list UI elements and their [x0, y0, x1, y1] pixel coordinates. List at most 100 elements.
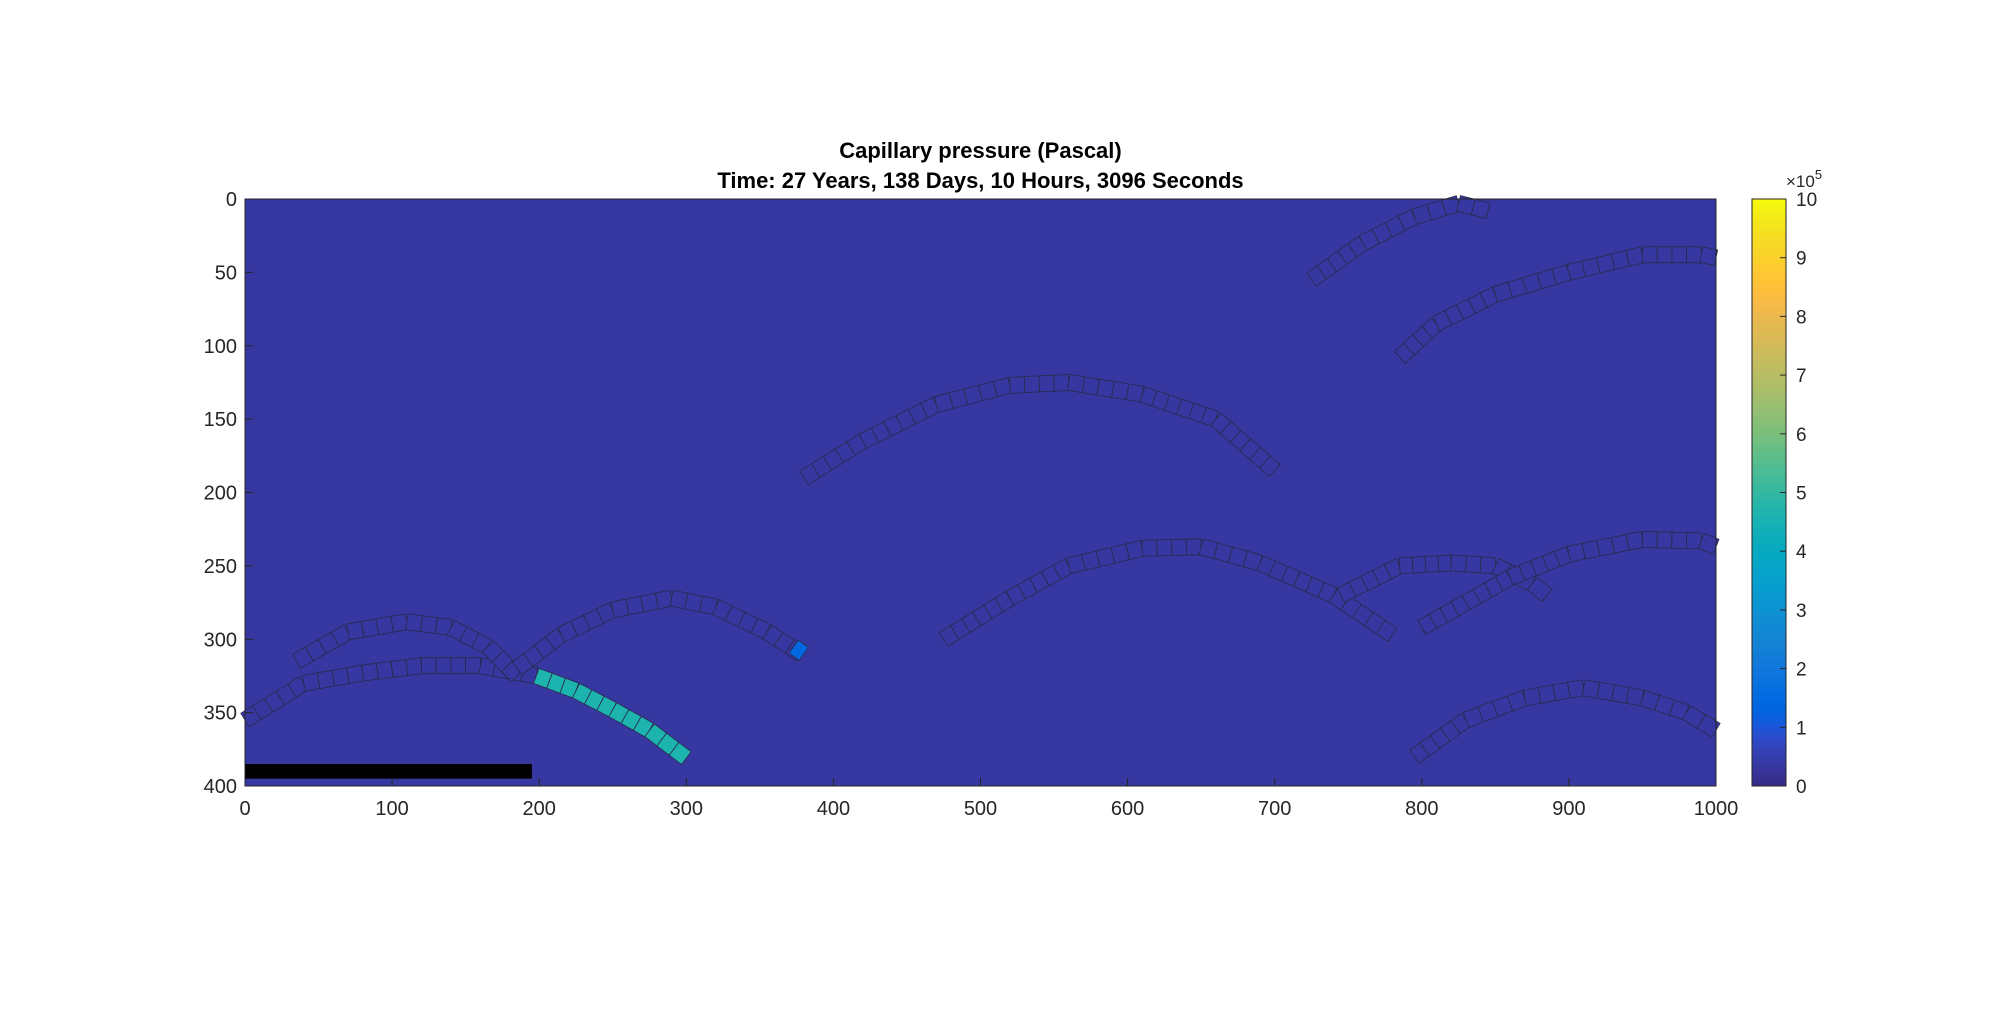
fracture-cell: [1656, 246, 1673, 264]
fracture-cell: [846, 433, 868, 456]
fracture-cell: [1038, 374, 1055, 393]
fracture-cell: [1470, 198, 1491, 219]
fracture-cell: [1551, 264, 1572, 285]
colorbar-exponent-label: ×105: [1786, 167, 1822, 191]
fracture-cell: [1642, 246, 1658, 264]
fracture-cell: [1696, 714, 1721, 738]
fracture-cell: [434, 617, 453, 636]
fracture-cell: [559, 677, 580, 699]
fracture-cell: [654, 589, 674, 610]
fracture-cell: [1494, 570, 1515, 592]
fracture-12: [1393, 246, 1719, 364]
fracture-cell: [1259, 455, 1281, 478]
colorbar-axis: 0 1 2 3 4 5 6 7 8 9 10: [1780, 190, 1817, 798]
fracture-5: [532, 667, 692, 766]
fracture-cell: [435, 657, 452, 675]
fracture-cell: [361, 662, 379, 682]
x-tick-label: 200: [523, 798, 556, 820]
fracture-cell: [421, 657, 437, 675]
fracture-cell: [420, 615, 438, 634]
y-tick-label: 200: [204, 483, 237, 505]
colorbar-tick-label: 7: [1796, 366, 1807, 387]
x-tick-label: 800: [1405, 798, 1438, 820]
fracture-cell: [1553, 546, 1573, 567]
colorbar-tick-label: 1: [1796, 718, 1807, 739]
chart-subtitle: Time: 27 Years, 138 Days, 10 Hours, 3096…: [717, 168, 1244, 193]
fracture-cell: [1052, 558, 1074, 580]
fracture-cell: [1464, 555, 1482, 574]
fracture-cell: [1671, 246, 1687, 264]
fracture-cell: [919, 396, 941, 419]
fracture-cell: [1141, 539, 1158, 557]
fracture-cell: [1567, 679, 1586, 699]
chart-title: Capillary pressure (Pascal): [839, 138, 1122, 163]
colorbar-tick-label: 3: [1796, 601, 1807, 622]
y-tick-label: 300: [204, 629, 237, 651]
fracture-cell: [992, 377, 1013, 398]
fracture-cell: [1437, 554, 1453, 573]
fracture-cell: [1096, 378, 1115, 398]
y-tick-label: 50: [215, 262, 237, 284]
fracture-cell: [1506, 689, 1529, 712]
fracture-cell: [1171, 538, 1188, 556]
fracture-cell: [1450, 712, 1472, 735]
fracture-cell: [1441, 195, 1462, 216]
x-tick-label: 600: [1111, 798, 1144, 820]
fracture-7: [938, 538, 1398, 647]
fracture-cell: [1023, 375, 1041, 394]
fracture-cell: [465, 657, 481, 675]
fracture-cell: [405, 613, 424, 632]
y-tick-label: 350: [204, 703, 237, 725]
fracture-cell: [1625, 687, 1645, 707]
fracture-cell: [994, 590, 1015, 613]
y-tick-label: 150: [204, 409, 237, 431]
fracture-cell: [1347, 235, 1369, 258]
x-tick-label: 100: [375, 798, 408, 820]
fracture-cell: [1156, 539, 1173, 557]
y-tick-label: 250: [204, 556, 237, 578]
fracture-cell: [1397, 208, 1419, 231]
fracture-cell: [1697, 532, 1720, 555]
fracture-cell: [1526, 576, 1553, 603]
fracture-cell: [1641, 531, 1658, 549]
fracture-cell: [1398, 556, 1414, 575]
y-tick-label: 100: [204, 336, 237, 358]
colorbar-tick-label: 4: [1796, 542, 1807, 563]
fracture-cell: [1125, 383, 1145, 403]
fracture-cell: [1185, 538, 1202, 556]
fracture-cell: [1686, 246, 1702, 264]
fracture-1: [240, 657, 539, 728]
x-tick-label: 0: [239, 798, 250, 820]
y-axis: 0 50 100 150 200 250 300 350 400: [204, 189, 253, 798]
fracture-9: [1417, 531, 1720, 636]
fracture-cell: [544, 627, 567, 651]
fracture-cell: [1421, 317, 1443, 339]
fracture-cell: [1081, 376, 1100, 396]
fracture-cell: [1067, 374, 1086, 394]
fracture-cell: [595, 602, 617, 624]
fracture-2: [291, 613, 524, 683]
fracture-cell: [1009, 376, 1026, 394]
fracture-cell: [1699, 246, 1719, 266]
fracture-cell: [390, 659, 409, 678]
fracture-cell: [1242, 550, 1263, 572]
fracture-cell: [1053, 373, 1070, 392]
fracture-cell: [1383, 558, 1404, 580]
fracture-cell: [405, 657, 423, 676]
colorbar-tick-label: 8: [1796, 307, 1807, 328]
fracture-cell: [1375, 619, 1398, 643]
fracture-11: [1306, 195, 1491, 287]
colorbar-tick-label: 6: [1796, 425, 1807, 446]
fracture-cell: [1424, 555, 1440, 573]
x-tick-label: 400: [817, 798, 850, 820]
x-tick-label: 1000: [1694, 798, 1739, 820]
x-tick-label: 500: [964, 798, 997, 820]
fracture-cell: [1668, 699, 1690, 721]
fracture-cell: [330, 624, 353, 647]
fracture-6: [799, 373, 1281, 486]
fracture-4: [788, 639, 810, 661]
fracture-cell: [1125, 540, 1145, 561]
fracture-cell: [1685, 532, 1702, 550]
fracture-cell: [1111, 381, 1130, 401]
